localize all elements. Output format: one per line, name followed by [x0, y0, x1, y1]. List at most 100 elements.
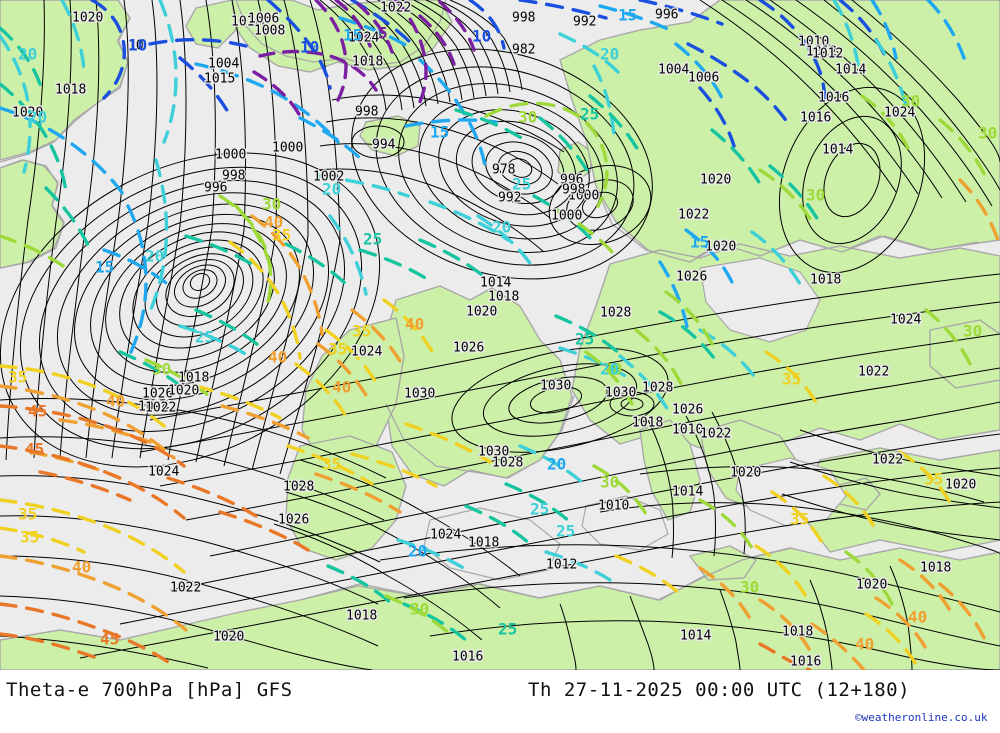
- thetae-label: 40: [264, 213, 283, 232]
- isobar-label: 1014: [835, 63, 866, 78]
- thetae-label: 25: [363, 230, 382, 249]
- thetae-label: 40: [332, 378, 351, 397]
- thetae-contour-35: [0, 240, 954, 670]
- isobar-label: 1022: [858, 365, 889, 380]
- isobar-label: 1020: [705, 240, 736, 255]
- isobar-label: 996: [204, 181, 227, 196]
- isobar-label: 1028: [642, 381, 673, 396]
- thetae-label: 20: [408, 542, 427, 561]
- thetae-label: 25: [575, 330, 594, 349]
- isobar-label: 1000: [272, 141, 303, 156]
- thetae-label: 10: [128, 36, 147, 55]
- isobar-label: 1012: [812, 47, 843, 62]
- thetae-label: 20: [18, 45, 37, 64]
- isobar-label: 1024: [430, 528, 461, 543]
- thetae-label: 40: [405, 315, 424, 334]
- isobar-label: 1006: [688, 71, 719, 86]
- isobar-label: 992: [573, 15, 596, 30]
- isobar-label: 1030: [404, 387, 435, 402]
- thetae-label: 40: [908, 608, 927, 627]
- thetae-label: 35: [352, 322, 371, 341]
- thetae-label: 10: [300, 38, 319, 57]
- thetae-label: 15: [430, 123, 449, 142]
- thetae-label: 35: [328, 340, 347, 359]
- isobar-label: 1018: [782, 625, 813, 640]
- thetae-label: 30: [978, 124, 997, 143]
- thetae-label: 25: [530, 500, 549, 519]
- thetae-label: 40: [855, 635, 874, 654]
- weather-map-canvas[interactable]: 1020 1018 1020 10 1004 1015 1010 1006 1008 1024 10…: [0, 0, 1000, 670]
- thetae-label: 35: [924, 470, 943, 489]
- thetae-label: 20: [600, 45, 619, 64]
- thetae-label: 15: [618, 6, 637, 25]
- isobar-label: 1006: [248, 12, 279, 27]
- isobar-label: 1024: [148, 465, 179, 480]
- thetae-label: 30: [410, 600, 429, 619]
- isobar-label: 1016: [790, 655, 821, 670]
- thetae-label: 35: [322, 455, 341, 474]
- isobar-label: 1024: [890, 313, 921, 328]
- isobar-label: 1026: [676, 270, 707, 285]
- thetae-label: 30: [901, 92, 920, 111]
- isobar-label: 1010: [798, 35, 829, 50]
- isobar-label: 1018: [346, 609, 377, 624]
- isobar-label: 1020: [168, 384, 199, 399]
- thetae-label: 25: [498, 620, 517, 639]
- isobar-label: 1010: [672, 423, 703, 438]
- thetae-label: 40: [268, 348, 287, 367]
- isobar-label: 1022: [700, 427, 731, 442]
- isobar-label: 1024: [138, 400, 169, 415]
- thetae-label: 35: [18, 505, 37, 524]
- thetae-label: 30: [518, 108, 537, 127]
- isobar-label: 1018: [632, 416, 663, 431]
- isobar-label: 1024: [348, 31, 379, 46]
- isobar-label: 1016: [800, 111, 831, 126]
- isobar-label: 1018: [488, 290, 519, 305]
- isobar-label: 10: [128, 39, 144, 54]
- isobar-label: 1018: [810, 273, 841, 288]
- isobar-label: 1018: [352, 55, 383, 70]
- isobar-label: 1022: [872, 453, 903, 468]
- isobar-label: 1024: [884, 106, 915, 121]
- isobar-label: 998: [222, 169, 245, 184]
- isobar-label: 1004: [658, 63, 689, 78]
- thetae-label: 20: [145, 247, 164, 266]
- isobar-label: 994: [372, 138, 396, 153]
- thetae-label: 35: [8, 368, 27, 387]
- isobar-label: 1018: [468, 536, 499, 551]
- copyright-notice[interactable]: ©weatheronline.co.uk: [855, 711, 988, 724]
- chart-title: Theta-e 700hPa [hPa] GFS: [6, 679, 293, 701]
- thetae-label: 30: [603, 360, 622, 379]
- isobar-label: 1030: [540, 379, 571, 394]
- isobar-label: 1015: [204, 72, 235, 87]
- isobar-label: 1004: [208, 57, 239, 72]
- thetae-label: 5: [378, 24, 388, 43]
- chart-datetime: Th 27-11-2025 00:00 UTC (12+180): [528, 679, 911, 701]
- isobar-label: 1012: [806, 45, 837, 60]
- isobar-label: 992: [498, 191, 521, 206]
- isobar-label: 1020: [945, 478, 976, 493]
- thetae-label: 40: [72, 558, 91, 577]
- isobar-label: 1018: [178, 371, 209, 386]
- thetae-label: 20: [322, 180, 341, 199]
- isobar-label: 1016: [452, 650, 483, 665]
- thetae-label: 35: [790, 510, 809, 529]
- thetae-label: 30: [806, 186, 825, 205]
- thetae-label: 15: [95, 258, 114, 277]
- isobar-label: 1022: [380, 1, 411, 16]
- isobar-label: 1020: [700, 173, 731, 188]
- isobar-label: 1026: [453, 341, 484, 356]
- isobar-label: 1020: [72, 11, 103, 26]
- thetae-label: 30: [600, 473, 619, 492]
- isobar-label: 1018: [920, 561, 951, 576]
- isobar-label: 1028: [283, 480, 314, 495]
- isobar-label: 1000: [568, 189, 599, 204]
- isobar-label: 1028: [600, 306, 631, 321]
- thetae-label: 30: [740, 578, 759, 597]
- thetae-label: 35: [20, 528, 39, 547]
- thetae-contour-45: [0, 404, 812, 670]
- isobar-label: 1022: [678, 208, 709, 223]
